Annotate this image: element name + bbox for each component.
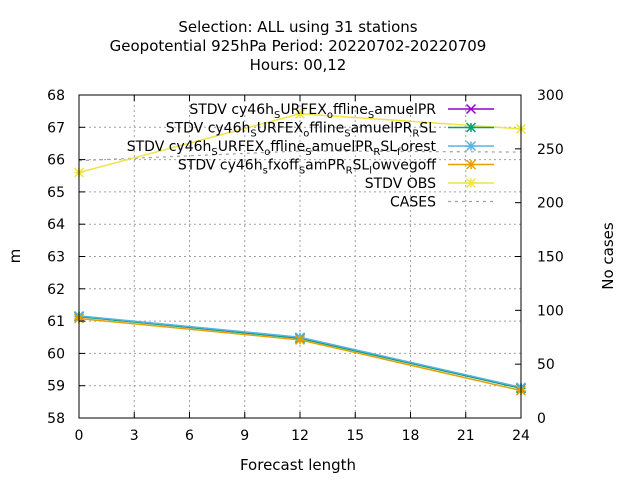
y-tick-label: 60 [47, 346, 65, 362]
title-line: Selection: ALL using 31 stations [178, 18, 417, 36]
chart-title: Selection: ALL using 31 stationsGeopoten… [110, 18, 487, 74]
legend-item: STDV cy46hSURFEXofflineSamuelPRRSLforest [127, 139, 494, 158]
y-tick-label: 66 [47, 153, 65, 169]
legend-label: STDV cy46hSURFEXofflineSamuelPR [189, 102, 436, 121]
legend-label-part: STDV cy46h [189, 102, 274, 118]
y-tick-label: 65 [47, 185, 65, 201]
y2-tick-label: 250 [537, 142, 564, 158]
legend-label-part: amuelPR [312, 139, 374, 155]
legend-label-part: ffline [270, 139, 305, 155]
legend-label: STDV cy46hsfxoffSamPRRSLlowvegoff [178, 158, 436, 177]
legend-label: STDV cy46hSURFEXofflineSamuelPRRSL [166, 121, 437, 140]
legend-label-part: S [211, 147, 217, 158]
y2-tick-label: 300 [537, 88, 564, 104]
legend-label-part: S [250, 129, 256, 140]
y2-tick-label: 200 [537, 196, 564, 212]
legend-label: CASES [390, 195, 436, 211]
legend-label-part: o [264, 147, 270, 158]
y-tick-label: 64 [47, 217, 65, 233]
grid [79, 95, 521, 418]
y2-tick-label: 0 [537, 411, 546, 427]
legend-label-part: f [397, 147, 401, 158]
x-tick-label: 18 [402, 428, 420, 444]
legend-label-part: R [346, 166, 353, 177]
legend-label-part: R [373, 147, 380, 158]
legend-label-part: S [305, 147, 311, 158]
legend-label-part: o [303, 129, 309, 140]
legend-label: STDV cy46hSURFEXofflineSamuelPRRSLforest [127, 139, 437, 158]
legend-label-part: SL [419, 121, 436, 137]
legend-label-part: l [369, 166, 372, 177]
x-tick-label: 9 [240, 428, 249, 444]
legend-label-part: SL [353, 158, 370, 174]
y-tick-label: 68 [47, 88, 65, 104]
legend-label-part: amuelPR [374, 102, 436, 118]
legend-marker [465, 122, 477, 133]
legend-item: CASES [390, 195, 494, 211]
x-tick-label: 12 [291, 428, 309, 444]
legend-label-part: owvegoff [372, 158, 436, 174]
legend-item: STDV OBS [365, 176, 494, 192]
legend-label-part: STDV OBS [365, 176, 436, 192]
data-point [294, 334, 306, 345]
y-axis-label: m [6, 249, 24, 264]
legend-label-part: URFEX [280, 102, 327, 118]
y-tick-label: 61 [47, 314, 65, 330]
legend-marker [465, 177, 477, 189]
x-tick-label: 6 [185, 428, 194, 444]
legend-label-part: SL [380, 139, 397, 155]
x-tick-label: 21 [457, 428, 475, 444]
y-tick-label: 59 [47, 379, 65, 395]
axis-ticks: 0 3 6 9 12 15 18 21 24 58 59 60 61 62 63 64 65 66 67 68 0 50 1… [47, 88, 564, 444]
series-line [78, 317, 522, 392]
legend-item: STDV cy46hsfxoffSamPRRSLlowvegoff [178, 158, 494, 177]
x-tick-label: 0 [75, 428, 84, 444]
legend-label: STDV OBS [365, 176, 436, 192]
y-tick-label: 58 [47, 411, 65, 427]
legend-label-part: URFEX [257, 121, 304, 137]
legend-label-part: ffline [309, 121, 344, 137]
legend-label-part: amuelPR [351, 121, 413, 137]
title-line: Geopotential 925hPa Period: 20220702-202… [110, 37, 487, 55]
x-tick-label: 24 [512, 428, 530, 444]
series-line [78, 315, 522, 390]
data-point [294, 108, 306, 119]
y2-axis-label: No cases [599, 222, 617, 290]
legend-label-part: o [327, 110, 333, 121]
legend-label-part: S [368, 110, 374, 121]
legend-item: STDV cy46hSURFEXofflineSamuelPR [189, 102, 494, 121]
y-tick-label: 63 [47, 250, 65, 266]
legend-marker [465, 103, 477, 115]
legend-marker [465, 140, 477, 152]
legend-marker [465, 159, 477, 170]
y2-tick-label: 100 [537, 303, 564, 319]
legend-label-part: S [299, 166, 305, 177]
title-line: Hours: 00,12 [250, 56, 347, 74]
legend-label-part: s [263, 166, 268, 177]
x-tick-label: 15 [346, 428, 364, 444]
y-tick-label: 67 [47, 120, 65, 136]
legend-item: STDV cy46hSURFEXofflineSamuelPRRSL [166, 121, 494, 140]
x-axis-label: Forecast length [240, 456, 356, 474]
legend-label-part: R [412, 129, 419, 140]
legend-label-part: amPR [305, 158, 346, 174]
legend-label-part: orest [401, 139, 437, 155]
legend-label-part: fxoff [268, 158, 299, 174]
series-line [78, 315, 522, 389]
legend-label-part: URFEX [218, 139, 265, 155]
legend-label-part: S [344, 129, 350, 140]
legend-label-part: S [274, 110, 280, 121]
y2-tick-label: 150 [537, 250, 564, 266]
legend-label-part: STDV cy46h [127, 139, 212, 155]
x-tick-label: 3 [130, 428, 139, 444]
legend-label-part: ffline [333, 102, 368, 118]
y-tick-label: 62 [47, 282, 65, 298]
legend-label-part: STDV cy46h [178, 158, 263, 174]
legend-label-part: STDV cy46h [166, 121, 251, 137]
y2-tick-label: 50 [537, 357, 555, 373]
